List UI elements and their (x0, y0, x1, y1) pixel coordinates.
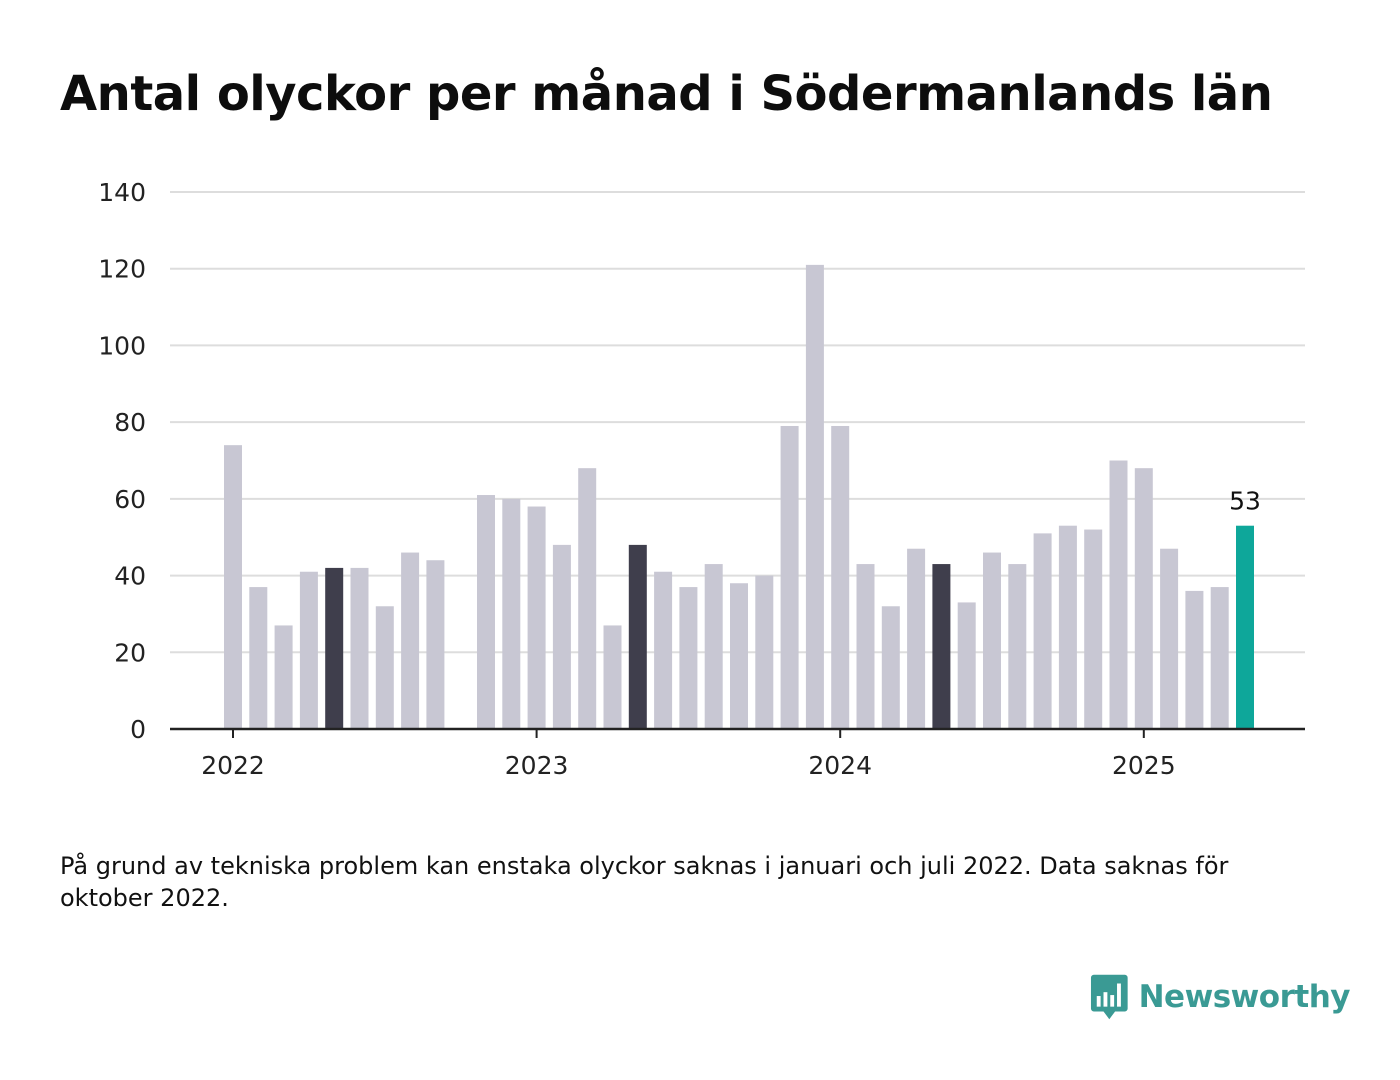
brand-logo: Newsworthy (1090, 970, 1351, 1024)
bar-2022-02 (249, 587, 268, 729)
bar-2024-09 (1033, 533, 1052, 729)
bar-2024-11 (1084, 529, 1103, 729)
x-tick-label: 2024 (808, 751, 872, 780)
y-axis-ticks: 0 20 40 60 80 100 120 140 (98, 178, 146, 744)
bar-2023-12 (805, 264, 824, 729)
bar-2023-03 (578, 468, 597, 729)
bars (224, 264, 1254, 729)
bar-2022-03 (274, 625, 293, 729)
bar-2022-06 (350, 567, 369, 729)
y-tick-label: 100 (98, 331, 146, 360)
footnote: På grund av tekniska problem kan enstaka… (60, 852, 1229, 912)
bar-2022-12 (502, 498, 521, 729)
bar-2025-03 (1185, 590, 1204, 729)
y-tick-label: 80 (114, 408, 146, 437)
bar-2024-03 (881, 606, 900, 729)
bar-2023-05 (628, 544, 647, 729)
bar-2022-04 (299, 571, 318, 729)
bar-2025-02 (1160, 548, 1179, 729)
bar-2024-02 (856, 564, 875, 729)
bar-2025-01 (1134, 468, 1153, 729)
bar-2022-11 (477, 495, 495, 729)
bar-2022-01 (224, 445, 242, 729)
bar-2023-10 (755, 575, 774, 729)
bar-2022-09 (426, 560, 445, 729)
y-tick-label: 140 (98, 178, 146, 207)
y-tick-label: 120 (98, 255, 146, 284)
y-tick-label: 0 (130, 715, 146, 744)
data-labels: 53 (1229, 487, 1261, 516)
brand-name: Newsworthy (1138, 979, 1351, 1015)
y-tick-label: 20 (114, 638, 146, 667)
bar-2024-08 (1008, 564, 1027, 729)
bar-2023-01 (527, 506, 546, 729)
bar-2022-08 (401, 552, 420, 729)
bar-2022-07 (375, 606, 394, 729)
bar-2023-08 (704, 564, 723, 729)
bar-2024-06 (957, 602, 976, 729)
bar-2023-07 (679, 587, 698, 729)
bar-chart: 0 20 40 60 80 100 120 140 2022 2023 2024 2025 53 (98, 178, 1305, 780)
bar-2023-06 (654, 571, 673, 729)
chart-title: Antal olyckor per månad i Södermanlands … (60, 66, 1273, 122)
bar-2023-11 (780, 425, 799, 729)
x-tick-label: 2023 (505, 751, 569, 780)
bar-2023-09 (730, 583, 748, 729)
bar-2025-05 (1236, 525, 1254, 729)
bar-2023-04 (603, 625, 622, 729)
bar-2024-07 (983, 552, 1001, 729)
bar-2025-04 (1210, 587, 1229, 729)
data-label: 53 (1229, 487, 1261, 516)
x-tick-label: 2022 (201, 751, 265, 780)
bar-2023-02 (552, 544, 571, 729)
bar-2024-05 (932, 564, 951, 729)
x-axis-ticks: 2022 2023 2024 2025 (201, 729, 1176, 780)
bar-2024-12 (1109, 460, 1128, 729)
y-tick-label: 40 (114, 562, 146, 591)
newsworthy-logo-icon (1090, 974, 1128, 1020)
bar-2024-04 (907, 548, 926, 729)
bar-2024-01 (831, 425, 850, 729)
bar-2024-10 (1058, 525, 1077, 729)
y-tick-label: 60 (114, 485, 146, 514)
bar-2022-05 (325, 567, 344, 729)
x-tick-label: 2025 (1112, 751, 1176, 780)
